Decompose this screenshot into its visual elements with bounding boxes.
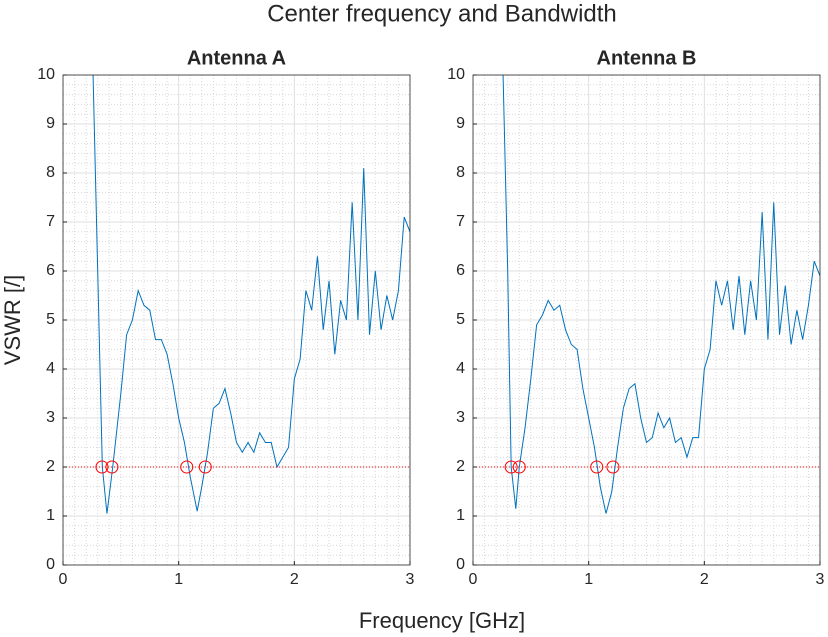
marker	[105, 460, 119, 474]
x-tick-label: 2	[290, 571, 299, 588]
y-tick-label: 4	[456, 360, 465, 377]
y-tick-label: 0	[456, 556, 465, 573]
x-axis-label: Frequency [GHz]	[359, 608, 525, 633]
plot	[63, 75, 410, 565]
data-line	[92, 75, 410, 514]
x-tick-label: 1	[174, 571, 183, 588]
y-tick-label: 0	[46, 556, 55, 573]
y-tick-label: 6	[46, 262, 55, 279]
y-tick-label: 7	[46, 213, 55, 230]
figure-title: Center frequency and Bandwidth	[267, 0, 617, 27]
y-tick-label: 5	[46, 311, 55, 328]
axes-frame	[62, 74, 411, 566]
y-tick-label: 7	[456, 213, 465, 230]
y-tick-label: 2	[456, 458, 465, 475]
chart-title: Antenna B	[597, 47, 697, 69]
y-axis-label: VSWR [/]	[0, 275, 25, 365]
marker	[180, 460, 194, 474]
y-tick-label: 9	[456, 115, 465, 132]
y-tick-label: 1	[46, 507, 55, 524]
y-tick-label: 2	[46, 458, 55, 475]
x-tick-label: 2	[700, 571, 709, 588]
x-tick-label: 0	[59, 571, 68, 588]
y-tick-label: 5	[456, 311, 465, 328]
x-tick-label: 3	[816, 571, 825, 588]
x-tick-label: 3	[406, 571, 415, 588]
marker	[504, 460, 518, 474]
y-tick-label: 4	[46, 360, 55, 377]
marker	[590, 460, 604, 474]
axes-frame	[472, 74, 821, 566]
x-tick-label: 0	[469, 571, 478, 588]
plot	[473, 75, 820, 565]
x-tick-label: 1	[584, 571, 593, 588]
chart-title: Antenna A	[187, 47, 286, 69]
y-tick-label: 3	[46, 409, 55, 426]
marker	[198, 460, 212, 474]
y-tick-label: 8	[46, 164, 55, 181]
marker	[512, 460, 526, 474]
y-tick-label: 1	[456, 507, 465, 524]
data-line	[502, 75, 820, 514]
y-tick-label: 8	[456, 164, 465, 181]
marker	[606, 460, 620, 474]
y-tick-label: 6	[456, 262, 465, 279]
y-tick-label: 9	[46, 115, 55, 132]
marker	[95, 460, 109, 474]
y-tick-label: 3	[456, 409, 465, 426]
y-tick-label: 10	[447, 66, 465, 83]
y-tick-label: 10	[37, 66, 55, 83]
